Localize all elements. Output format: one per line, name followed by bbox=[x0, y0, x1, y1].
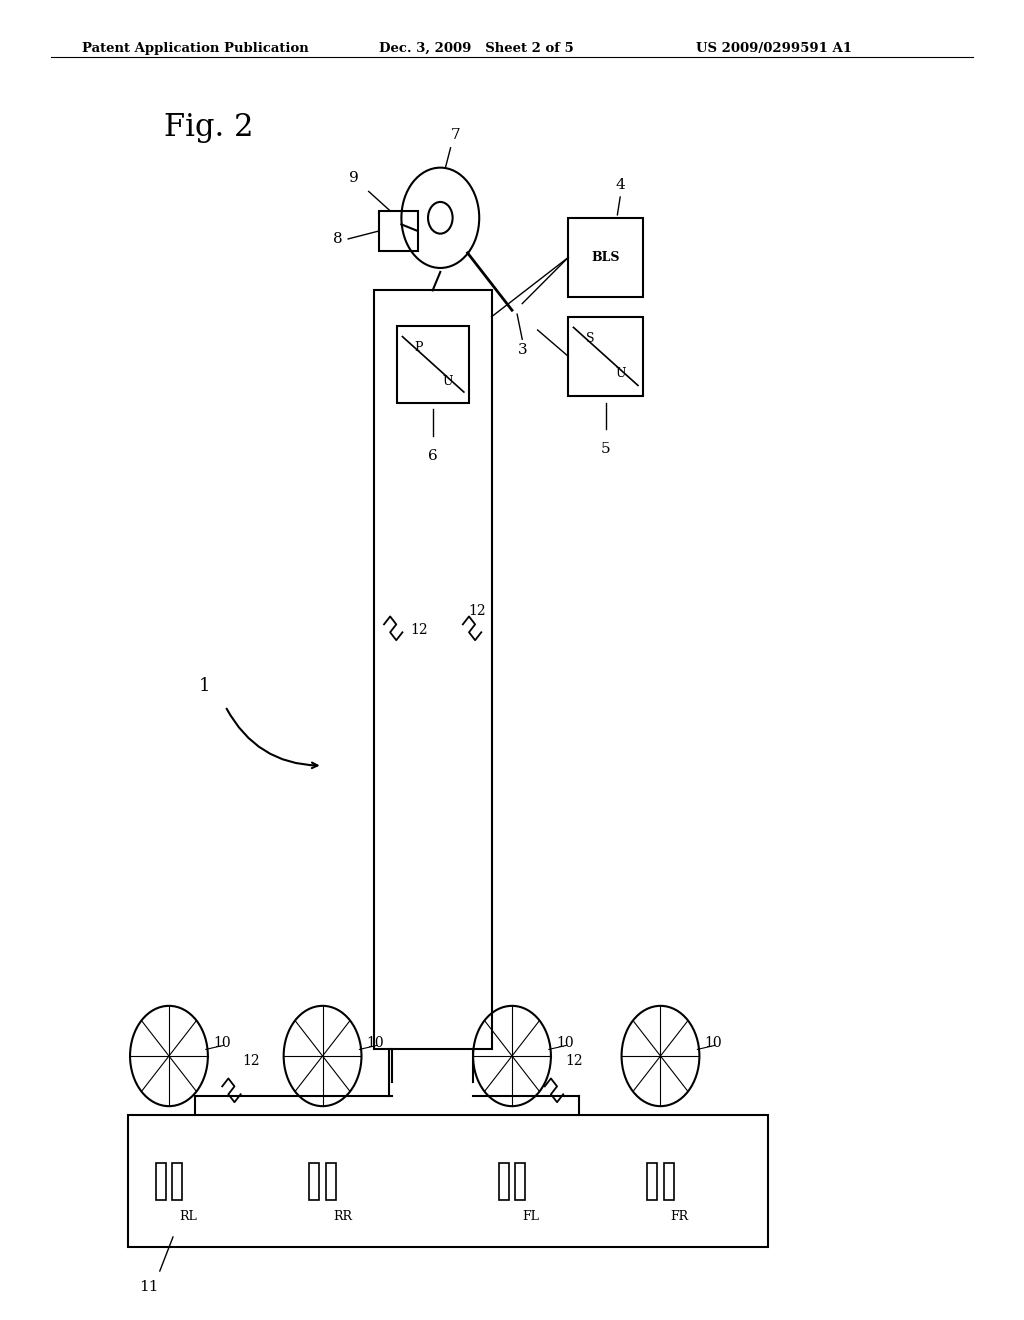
Text: US 2009/0299591 A1: US 2009/0299591 A1 bbox=[696, 42, 852, 55]
Text: 1: 1 bbox=[199, 677, 211, 696]
Bar bbox=[156, 1163, 166, 1200]
Text: Dec. 3, 2009   Sheet 2 of 5: Dec. 3, 2009 Sheet 2 of 5 bbox=[379, 42, 573, 55]
Text: S: S bbox=[587, 333, 595, 346]
Bar bbox=[374, 290, 492, 1049]
Text: 10: 10 bbox=[213, 1036, 230, 1049]
Text: 10: 10 bbox=[556, 1036, 573, 1049]
Bar bbox=[128, 1115, 768, 1247]
Bar bbox=[172, 1163, 182, 1200]
Text: BLS: BLS bbox=[592, 251, 620, 264]
Text: RR: RR bbox=[333, 1210, 352, 1224]
Bar bbox=[379, 211, 418, 251]
Text: Patent Application Publication: Patent Application Publication bbox=[82, 42, 308, 55]
Text: 8: 8 bbox=[334, 232, 343, 246]
Bar bbox=[309, 1163, 319, 1200]
Text: P: P bbox=[415, 341, 423, 354]
Text: 12: 12 bbox=[411, 623, 428, 636]
Text: 12: 12 bbox=[565, 1053, 583, 1068]
Text: 12: 12 bbox=[468, 605, 485, 618]
Text: 9: 9 bbox=[348, 172, 358, 185]
Text: 7: 7 bbox=[451, 128, 460, 141]
Text: 11: 11 bbox=[138, 1280, 159, 1294]
Text: U: U bbox=[615, 367, 626, 380]
Text: U: U bbox=[442, 375, 453, 388]
Bar bbox=[647, 1163, 657, 1200]
Text: FR: FR bbox=[671, 1210, 689, 1224]
Bar bbox=[664, 1163, 674, 1200]
Text: 4: 4 bbox=[615, 178, 626, 191]
Text: 5: 5 bbox=[601, 442, 610, 457]
Bar bbox=[499, 1163, 509, 1200]
Text: 10: 10 bbox=[367, 1036, 384, 1049]
Text: 10: 10 bbox=[705, 1036, 722, 1049]
Text: 12: 12 bbox=[243, 1053, 260, 1068]
Bar bbox=[515, 1163, 525, 1200]
Text: RL: RL bbox=[179, 1210, 197, 1224]
Bar bbox=[326, 1163, 336, 1200]
Text: FL: FL bbox=[522, 1210, 539, 1224]
Bar bbox=[568, 317, 643, 396]
Text: 3: 3 bbox=[517, 343, 527, 356]
Bar bbox=[568, 218, 643, 297]
Text: Fig. 2: Fig. 2 bbox=[164, 112, 253, 143]
Bar bbox=[397, 326, 469, 403]
Text: 6: 6 bbox=[428, 449, 438, 463]
